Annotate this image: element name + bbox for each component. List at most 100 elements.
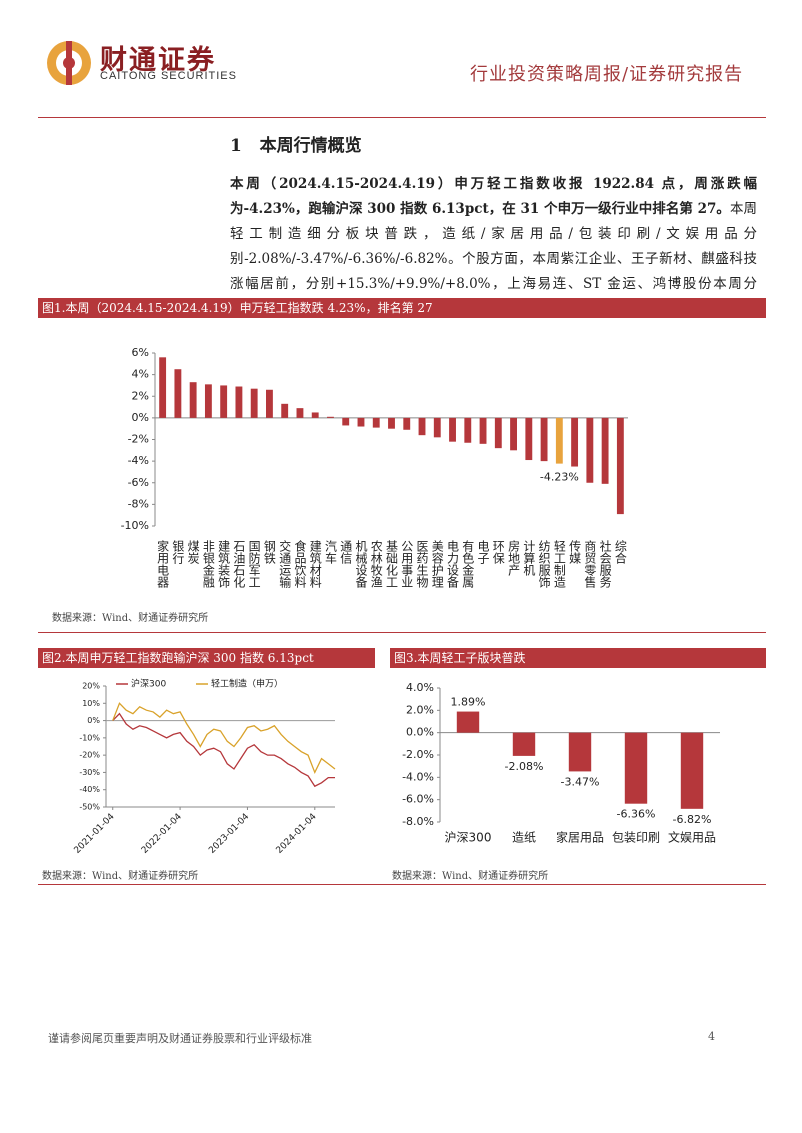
x-tick-label: 国防军工 (247, 540, 261, 588)
bar (418, 417, 426, 436)
y-tick-label: -8% (128, 497, 149, 510)
bar (624, 732, 648, 804)
x-tick-label: 家用电器 (156, 539, 170, 589)
x-tick-label: 轻工制造 (552, 540, 566, 588)
disclaimer: 谨请参阅尾页重要声明及财通证券股票和行业评级标准 (48, 1032, 312, 1045)
bar (512, 732, 536, 756)
x-tick-label: 建筑装饰 (217, 540, 231, 588)
bar (680, 732, 704, 809)
y-tick-label: -50% (79, 803, 100, 812)
line (112, 712, 335, 788)
bar (327, 416, 334, 418)
y-tick-label: -4.0% (402, 770, 434, 783)
x-tick-label: 农林牧渔 (369, 540, 383, 588)
chart: 6% 4% 2% 0% -2% -4% -6% -8% -10% 家用电器 银行 煤炭 非银金融 建筑装饰… (121, 346, 628, 589)
x-tick-label: 沪深300 (445, 831, 492, 845)
x-tick-label: 汽车 (323, 539, 337, 565)
legend-label: 沪深300 (131, 678, 166, 690)
logo (47, 41, 91, 85)
bar (601, 417, 609, 484)
y-tick-label: -30% (79, 768, 100, 777)
y-tick-label: -6% (128, 476, 149, 489)
source: 数据来源：Wind、财通证券研究所 (52, 613, 209, 624)
y-tick-label: 20% (82, 682, 100, 691)
x-tick-label: 交通运输 (278, 539, 292, 589)
x-tick-label: 银行 (171, 540, 185, 564)
x-tick-label: 包装印刷 (612, 831, 660, 845)
x-tick-label: 综合 (613, 540, 627, 564)
x-tick-label: 2022-01-04 (140, 812, 184, 856)
figure-title: 图1.本周（2024.4.15-2024.4.19）申万轻工指数跌 4.23%，… (38, 298, 766, 318)
bar (494, 417, 502, 449)
y-tick-label: 4% (132, 368, 149, 381)
value-label: -2.08% (505, 760, 544, 773)
x-tick-label: 煤炭 (186, 540, 200, 565)
x-tick-label: 纺织服饰 (537, 540, 551, 588)
line (112, 702, 336, 775)
legend-label: 轻工制造（申万） (211, 678, 283, 690)
bar (174, 369, 182, 418)
bar (311, 412, 319, 418)
section-number: 1 (230, 136, 242, 156)
bar (388, 417, 395, 429)
y-tick-label: 6% (132, 346, 149, 359)
value-label: -6.82% (673, 813, 712, 826)
x-tick-label: 电力设备 (446, 540, 460, 589)
bar (281, 403, 289, 418)
bar (510, 417, 517, 451)
bar (555, 417, 563, 464)
x-tick-label: 传媒 (568, 539, 582, 564)
x-tick-label: 钢铁 (262, 540, 276, 564)
header-rule (38, 117, 766, 118)
bar (357, 417, 365, 427)
y-tick-label: 0% (87, 716, 100, 725)
chart: 20% 10% 0% -10% -20% -30% -40% -50%2021-01-04 20… (73, 678, 336, 856)
x-tick-label: 石油石化 (232, 540, 246, 589)
x-tick-label: 家居用品 (556, 830, 604, 845)
y-tick-label: -8.0% (402, 815, 434, 828)
y-tick-label: 10% (82, 699, 100, 708)
source: 数据来源：Wind、财通证券研究所 (392, 871, 549, 882)
page-number: 4 (708, 1030, 715, 1043)
y-tick-label: -40% (79, 785, 100, 794)
bar (372, 417, 380, 428)
x-tick-label: 基础化工 (385, 540, 399, 588)
company: 财通证券 (100, 45, 216, 76)
value-label: 1.89% (451, 696, 486, 709)
bar (189, 382, 197, 418)
bar (540, 417, 548, 462)
source: 数据来源：Wind、财通证券研究所 (42, 871, 199, 882)
bar (571, 417, 579, 467)
x-tick-label: 电子 (476, 540, 490, 564)
bar (449, 417, 456, 442)
x-tick-label: 建筑材料 (308, 540, 322, 588)
value-label: -3.47% (561, 775, 600, 788)
highlight-label: -4.23% (540, 471, 579, 484)
x-tick-label: 2024-01-04 (275, 812, 319, 856)
rule (38, 884, 766, 885)
y-tick-label: -2.0% (402, 748, 434, 761)
bar (342, 417, 350, 426)
x-tick-label: 房地产 (507, 539, 521, 577)
x-tick-label: 机械设备 (354, 540, 368, 589)
paragraph-bold: 本周（2024.4.15-2024.4.19）申万轻工指数收报 1922.84 … (230, 176, 757, 217)
rule (38, 632, 766, 633)
bar (296, 408, 304, 418)
bar (266, 389, 273, 418)
y-tick-label: -6.0% (402, 793, 434, 806)
y-tick-label: 2% (132, 389, 149, 402)
x-tick-label: 文娱用品 (668, 830, 716, 845)
x-tick-label: 美容护理 (430, 540, 444, 588)
y-tick-label: 0.0% (406, 726, 434, 739)
figure-title: 图3.本周轻工子版块普跌 (390, 648, 766, 668)
bar (250, 388, 258, 418)
bar (525, 417, 533, 461)
value-label: -6.36% (617, 808, 656, 821)
bar (403, 417, 411, 430)
y-tick-label: -10% (79, 733, 100, 742)
x-tick-label: 食品饮料 (293, 539, 307, 588)
x-tick-label: 非银金融 (201, 540, 215, 589)
x-tick-label: 公用事业 (400, 540, 414, 588)
bar (204, 384, 212, 418)
figure-title: 图2.本周申万轻工指数跑输沪深 300 指数 6.13pct (38, 648, 375, 668)
